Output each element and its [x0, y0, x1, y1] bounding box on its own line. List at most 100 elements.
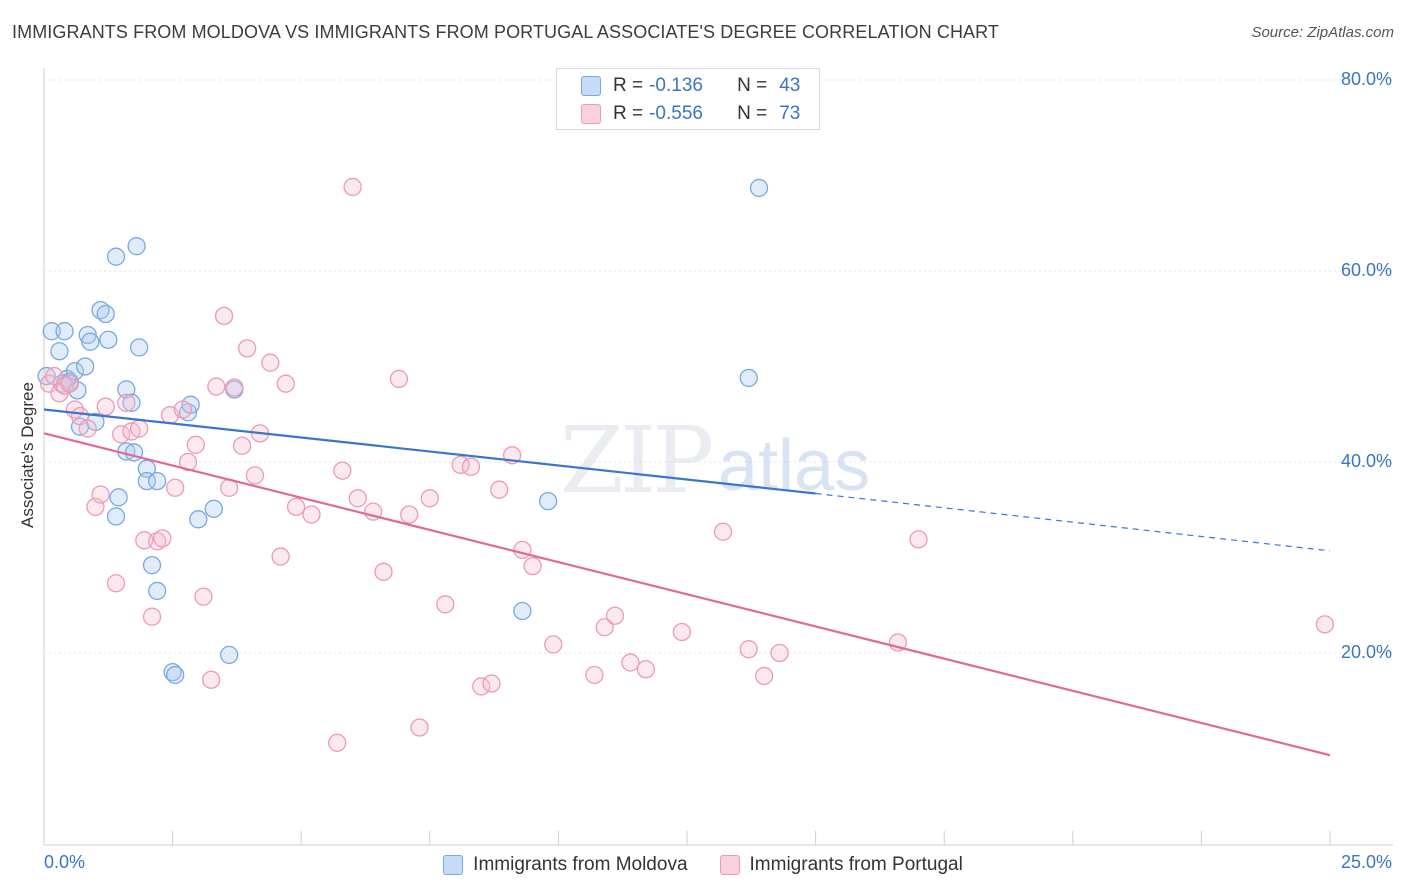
portugal-point	[96, 397, 115, 416]
series-legend-portugal[interactable]: Immigrants from Portugal	[719, 854, 963, 876]
portugal-point	[374, 562, 393, 581]
moldova-point	[739, 368, 758, 388]
moldova-point	[189, 510, 208, 529]
moldova-trend-line	[43, 408, 816, 495]
moldova-point	[50, 342, 69, 361]
portugal-point	[410, 718, 429, 737]
portugal-point	[472, 677, 491, 696]
portugal-point	[348, 489, 367, 508]
moldova-point	[106, 507, 126, 526]
portugal-point	[343, 177, 362, 197]
portugal-point	[513, 540, 532, 560]
portugal-point	[117, 393, 136, 412]
legend-r-value: -0.136	[649, 75, 703, 96]
moldova-point	[513, 601, 532, 621]
portugal-point	[436, 595, 455, 614]
portugal-point	[755, 666, 774, 686]
moldova-point	[96, 304, 115, 324]
y-tick-label-20: 20.0%	[1340, 642, 1392, 662]
portugal-point	[636, 660, 655, 679]
moldova-point	[109, 488, 128, 507]
y-tick-label-80: 80.0%	[1340, 69, 1392, 89]
x-tick-label-min: 0.0%	[44, 852, 86, 872]
portugal-point	[60, 374, 79, 393]
portugal-point	[389, 369, 409, 389]
axes	[43, 68, 1393, 846]
moldova-point	[137, 471, 157, 491]
series-swatch-moldova	[443, 855, 464, 875]
chart-title: IMMIGRANTS FROM MOLDOVA VS IMMIGRANTS FR…	[12, 22, 1000, 42]
portugal-point	[214, 306, 234, 326]
moldova-point	[130, 338, 149, 357]
moldova-point	[117, 380, 136, 399]
portugal-point	[605, 606, 625, 625]
legend-swatch-portugal	[581, 104, 601, 124]
portugal-point	[166, 478, 185, 497]
portugal-point	[770, 643, 789, 663]
portugal-point	[400, 505, 419, 524]
moldova-point	[142, 555, 162, 575]
portugal-point	[490, 480, 509, 499]
portugal-point	[276, 374, 295, 393]
portugal-point	[544, 635, 563, 654]
legend-swatch-moldova	[581, 76, 601, 96]
portugal-point	[585, 665, 604, 685]
portugal-point	[112, 425, 131, 444]
portugal-point	[202, 670, 221, 689]
moldova-point	[122, 393, 141, 412]
series-legend-moldova[interactable]: Immigrants from Moldova	[443, 854, 688, 876]
portugal-point	[148, 532, 167, 551]
portugal-point	[739, 640, 758, 659]
moldova-point	[749, 178, 769, 198]
legend-row-moldova: R = -0.136 N = 43	[557, 72, 800, 100]
portugal-point	[595, 618, 614, 637]
portugal-point	[713, 522, 733, 541]
portugal-point	[461, 457, 481, 476]
moldova-point	[204, 499, 223, 518]
moldova-point	[220, 645, 239, 665]
moldova-point	[99, 330, 118, 349]
portugal-point	[261, 353, 280, 372]
moldova-point	[42, 322, 61, 341]
portugal-point	[153, 529, 172, 548]
portugal-point	[420, 489, 439, 508]
correlation-legend: R = -0.136 N = 43 R = -0.556 N = 73	[556, 68, 820, 130]
moldova-point	[127, 237, 146, 256]
series-label-portugal: Immigrants from Portugal	[749, 854, 963, 875]
portugal-point	[232, 436, 252, 455]
x-tick-label-max: 25.0%	[1340, 852, 1392, 872]
portugal-point	[173, 400, 193, 419]
moldova-point	[163, 662, 182, 682]
portugal-point	[482, 674, 501, 693]
data-points	[37, 177, 1335, 752]
y-tick-label-60: 60.0%	[1340, 260, 1392, 280]
watermark-zip: ZIP	[560, 407, 711, 514]
series-swatch-portugal	[719, 855, 740, 875]
portugal-point	[207, 377, 226, 396]
legend-n-label: N =	[737, 103, 768, 124]
moldova-point	[148, 471, 167, 491]
trend-lines	[43, 408, 1331, 757]
portugal-point	[909, 530, 928, 549]
portugal-point	[672, 622, 692, 642]
y-tick-label-40: 40.0%	[1340, 451, 1392, 471]
moldova-point	[538, 492, 558, 511]
legend-n-value: 73	[779, 103, 801, 124]
portugal-point	[142, 607, 162, 626]
portugal-point	[225, 378, 244, 397]
watermark: ZIP atlas	[560, 407, 870, 514]
legend-r-label: R =	[613, 103, 644, 124]
moldova-point	[106, 247, 126, 266]
portugal-point	[106, 574, 126, 593]
portugal-point	[78, 419, 97, 438]
moldova-trend-extension	[815, 492, 1331, 552]
gridlines	[44, 79, 1393, 654]
portugal-point	[245, 466, 265, 485]
portugal-point	[271, 547, 290, 566]
portugal-point	[333, 461, 352, 480]
legend-n-value: 43	[779, 75, 801, 96]
portugal-point	[135, 531, 154, 550]
portugal-point	[194, 587, 213, 606]
portugal-point	[302, 505, 321, 524]
